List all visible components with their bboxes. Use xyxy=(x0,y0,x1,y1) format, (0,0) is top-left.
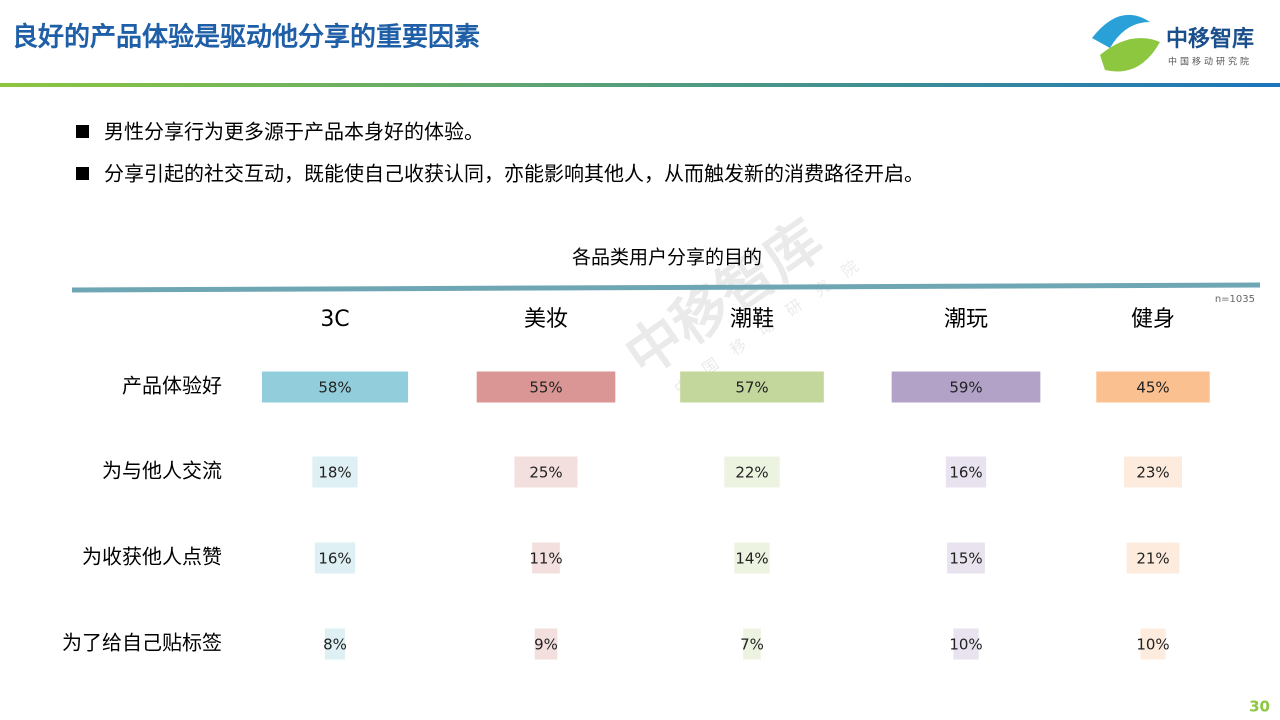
bar xyxy=(324,628,346,660)
value-label: 14% xyxy=(735,550,768,568)
row-label: 产品体验好 xyxy=(122,374,222,398)
bar xyxy=(532,542,560,574)
bar xyxy=(734,542,770,574)
row-label: 为与他人交流 xyxy=(102,459,222,483)
value-label: 10% xyxy=(1136,636,1169,654)
bar xyxy=(261,371,409,403)
bullet-text: 分享引起的社交互动，既能使自己收获认同，亦能影响其他人，从而触发新的消费路径开启… xyxy=(104,162,924,186)
bar xyxy=(891,371,1041,403)
sample-note: n=1035 xyxy=(1215,294,1255,305)
bar xyxy=(1124,456,1182,488)
value-label: 57% xyxy=(735,379,768,397)
page-number: 30 xyxy=(1249,698,1270,716)
column-header: 潮玩 xyxy=(944,307,988,332)
row-label: 为收获他人点赞 xyxy=(82,545,222,569)
bullet xyxy=(76,167,89,180)
slide-title: 良好的产品体验是驱动他分享的重要因素 xyxy=(12,22,480,53)
value-label: 58% xyxy=(318,379,351,397)
bar xyxy=(1140,628,1166,660)
bar xyxy=(534,628,558,660)
chart-rule xyxy=(71,282,1261,293)
row-label: 为了给自己贴标签 xyxy=(62,631,222,655)
bar xyxy=(680,371,824,403)
bar xyxy=(314,542,356,574)
bar xyxy=(476,371,616,403)
value-label: 16% xyxy=(318,550,351,568)
column-header: 潮鞋 xyxy=(730,307,774,332)
value-label: 55% xyxy=(529,379,562,397)
column-header: 美妆 xyxy=(524,307,568,332)
bar xyxy=(947,542,985,574)
bar xyxy=(945,456,987,488)
value-label: 11% xyxy=(529,550,562,568)
column-header: 3C xyxy=(320,307,349,332)
logo: 中移智库 中国移动研究院 xyxy=(1092,14,1254,72)
column-header: 健身 xyxy=(1131,307,1175,332)
chart-title: 各品类用户分享的目的 xyxy=(572,247,762,269)
value-label: 25% xyxy=(529,464,562,482)
bullet-text: 男性分享行为更多源于产品本身好的体验。 xyxy=(104,120,484,144)
value-label: 9% xyxy=(534,636,558,654)
bar xyxy=(1126,542,1180,574)
bar xyxy=(1096,371,1210,403)
value-label: 59% xyxy=(949,379,982,397)
bar xyxy=(953,628,979,660)
value-label: 10% xyxy=(949,636,982,654)
bar xyxy=(743,628,761,660)
value-label: 8% xyxy=(323,636,347,654)
bar xyxy=(312,456,358,488)
value-label: 18% xyxy=(318,464,351,482)
logo-text: 中移智库 xyxy=(1166,26,1254,52)
value-label: 7% xyxy=(740,636,764,654)
value-label: 15% xyxy=(949,550,982,568)
bar xyxy=(724,456,780,488)
header-line xyxy=(0,83,1280,87)
value-label: 22% xyxy=(735,464,768,482)
bullet xyxy=(76,125,89,138)
value-label: 45% xyxy=(1136,379,1169,397)
value-label: 16% xyxy=(949,464,982,482)
bar xyxy=(514,456,578,488)
value-label: 21% xyxy=(1136,550,1169,568)
value-label: 23% xyxy=(1136,464,1169,482)
logo-subtext: 中国移动研究院 xyxy=(1168,56,1252,68)
